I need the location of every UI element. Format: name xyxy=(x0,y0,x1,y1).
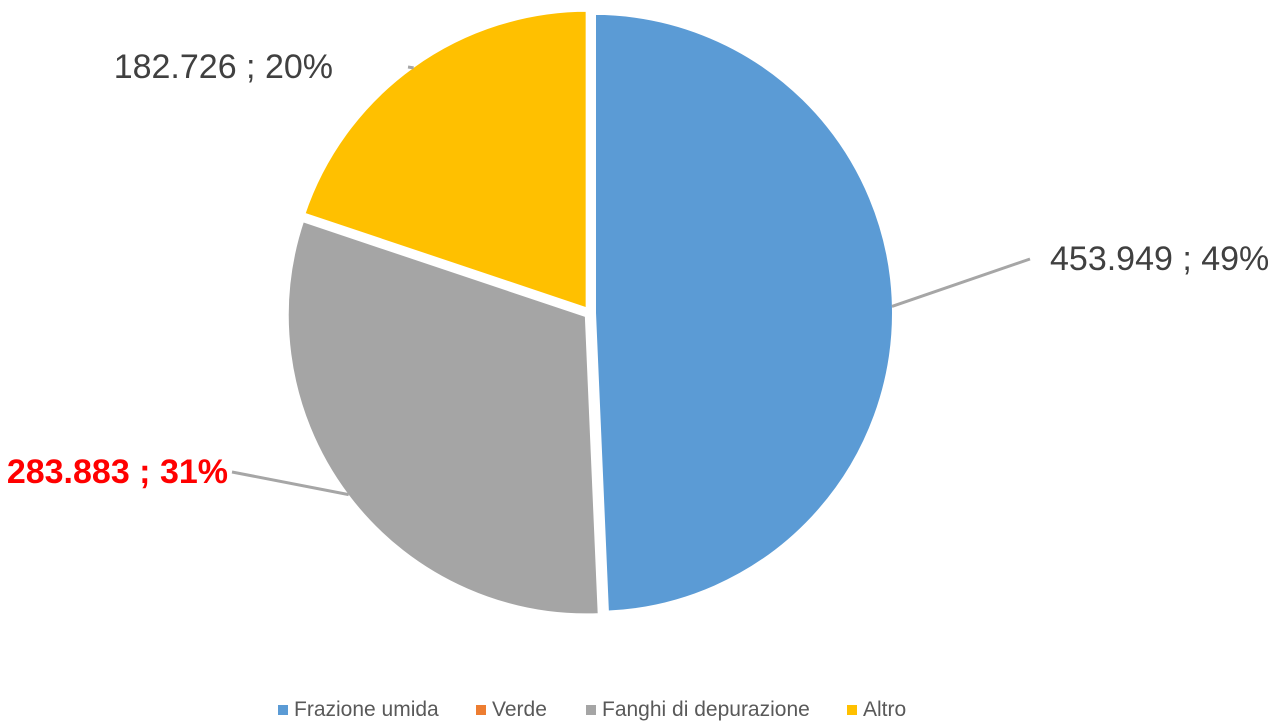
legend-item-altro: Altro xyxy=(847,698,906,721)
pie-slice-frazione-umida xyxy=(591,10,897,615)
leader-line-0 xyxy=(891,257,1031,308)
legend-swatch xyxy=(847,705,857,715)
legend-item-verde: Verde xyxy=(476,698,547,721)
pie-slices xyxy=(284,7,897,618)
data-label-fanghi-di-depurazione: 283.883 ; 31% xyxy=(7,453,228,491)
legend-swatch xyxy=(476,705,486,715)
leader-line-3 xyxy=(407,65,414,70)
leader-line-2 xyxy=(231,470,349,497)
legend: Frazione umida Verde Fanghi di depurazione… xyxy=(278,698,906,721)
data-label-frazione-umida: 453.949 ; 49% xyxy=(1050,240,1269,278)
leader-lines xyxy=(231,65,1031,497)
legend-label: Altro xyxy=(863,698,906,721)
data-labels: 453.949 ; 49% 283.883 ; 31% 182.726 ; 20% xyxy=(7,48,1269,491)
legend-swatch xyxy=(278,705,288,715)
legend-item-frazione-umida: Frazione umida xyxy=(278,698,439,721)
legend-label: Frazione umida xyxy=(294,698,439,721)
legend-label: Verde xyxy=(492,698,547,721)
data-label-altro: 182.726 ; 20% xyxy=(114,48,333,86)
legend-swatch xyxy=(586,705,596,715)
legend-item-fanghi-di-depurazione: Fanghi di depurazione xyxy=(586,698,810,721)
legend-label: Fanghi di depurazione xyxy=(602,698,810,721)
